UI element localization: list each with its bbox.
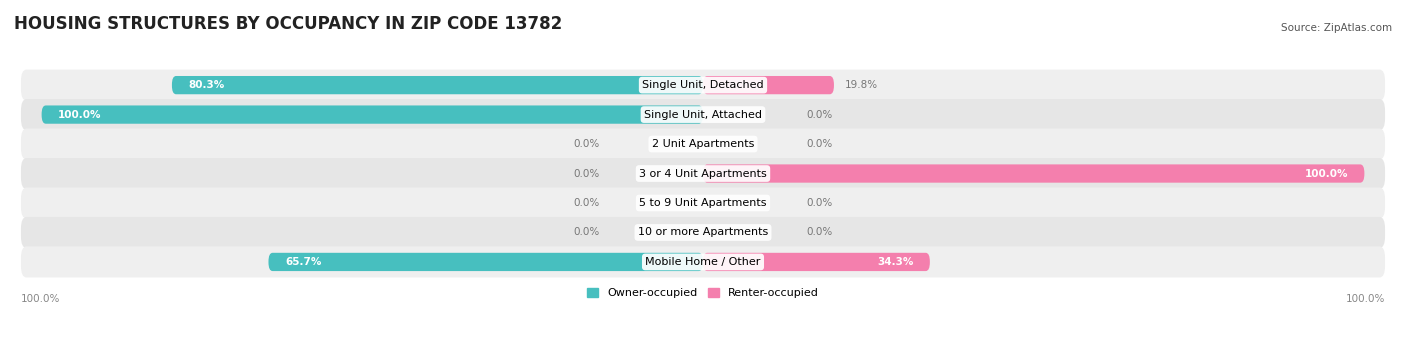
FancyBboxPatch shape — [21, 217, 1385, 248]
FancyBboxPatch shape — [21, 70, 1385, 101]
Text: 0.0%: 0.0% — [807, 198, 832, 208]
FancyBboxPatch shape — [21, 99, 1385, 130]
FancyBboxPatch shape — [21, 158, 1385, 189]
Text: Single Unit, Detached: Single Unit, Detached — [643, 80, 763, 90]
FancyBboxPatch shape — [703, 164, 1364, 183]
FancyBboxPatch shape — [703, 253, 929, 271]
Text: Single Unit, Attached: Single Unit, Attached — [644, 109, 762, 120]
FancyBboxPatch shape — [21, 129, 1385, 160]
Text: 5 to 9 Unit Apartments: 5 to 9 Unit Apartments — [640, 198, 766, 208]
Text: 34.3%: 34.3% — [877, 257, 914, 267]
Text: 100.0%: 100.0% — [1346, 294, 1385, 304]
Text: 0.0%: 0.0% — [574, 227, 599, 237]
FancyBboxPatch shape — [172, 76, 703, 94]
FancyBboxPatch shape — [269, 253, 703, 271]
Text: Source: ZipAtlas.com: Source: ZipAtlas.com — [1281, 23, 1392, 33]
Text: 3 or 4 Unit Apartments: 3 or 4 Unit Apartments — [640, 168, 766, 179]
Text: 2 Unit Apartments: 2 Unit Apartments — [652, 139, 754, 149]
FancyBboxPatch shape — [42, 105, 703, 124]
Text: 100.0%: 100.0% — [1305, 168, 1348, 179]
Text: 0.0%: 0.0% — [574, 198, 599, 208]
FancyBboxPatch shape — [21, 247, 1385, 278]
Text: 0.0%: 0.0% — [807, 227, 832, 237]
Text: 0.0%: 0.0% — [574, 139, 599, 149]
Text: 80.3%: 80.3% — [188, 80, 225, 90]
Text: 100.0%: 100.0% — [58, 109, 101, 120]
Legend: Owner-occupied, Renter-occupied: Owner-occupied, Renter-occupied — [582, 283, 824, 303]
Text: 19.8%: 19.8% — [845, 80, 879, 90]
FancyBboxPatch shape — [21, 188, 1385, 219]
Text: 65.7%: 65.7% — [285, 257, 322, 267]
Text: 0.0%: 0.0% — [574, 168, 599, 179]
Text: 100.0%: 100.0% — [21, 294, 60, 304]
Text: 10 or more Apartments: 10 or more Apartments — [638, 227, 768, 237]
Text: 0.0%: 0.0% — [807, 139, 832, 149]
Text: Mobile Home / Other: Mobile Home / Other — [645, 257, 761, 267]
Text: 0.0%: 0.0% — [807, 109, 832, 120]
FancyBboxPatch shape — [703, 76, 834, 94]
Text: HOUSING STRUCTURES BY OCCUPANCY IN ZIP CODE 13782: HOUSING STRUCTURES BY OCCUPANCY IN ZIP C… — [14, 15, 562, 33]
